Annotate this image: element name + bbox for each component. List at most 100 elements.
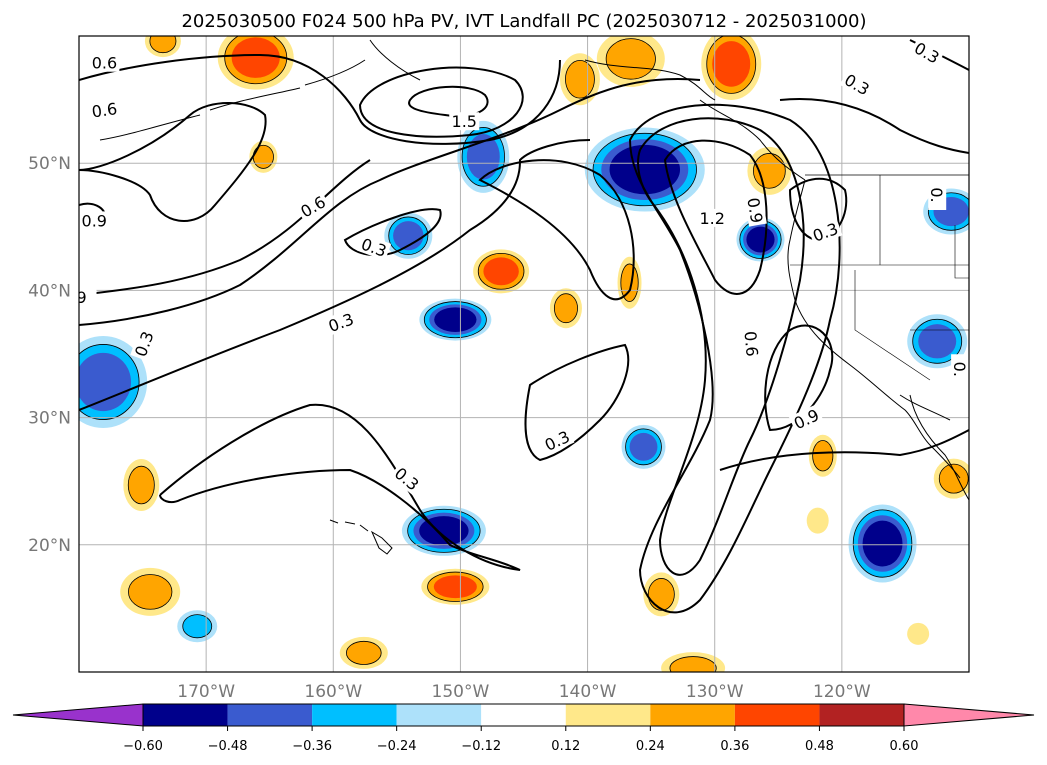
colorbar-segment (312, 704, 397, 726)
y-tick-label: 20°N (28, 536, 71, 556)
colorbar-tick-label: 0.24 (636, 739, 665, 754)
colorbar-tick-label: −0.36 (292, 739, 332, 754)
colorbar-frame (142, 703, 905, 727)
contour-label: 0.3 (356, 233, 392, 261)
ivt-pc-blob (669, 656, 717, 672)
contour-label-bg (909, 37, 945, 68)
contour-label-bg (808, 218, 843, 246)
colorbar-segment (734, 704, 820, 726)
contour-label-text: 0.9 (743, 196, 766, 224)
pv-contour-1-5 (408, 85, 489, 118)
colorbar-segment (396, 704, 482, 726)
state-borders (790, 175, 969, 381)
contour-label-bg (741, 328, 762, 360)
ivt-pc-blob (182, 614, 213, 639)
contour-label: 0. (927, 180, 947, 210)
contour-label: 0. (950, 354, 969, 385)
contour-label-text: 0. (950, 362, 969, 377)
ivt-pc-blob (231, 37, 280, 78)
contour-label-bg (389, 462, 425, 496)
colorbar-segment (481, 704, 566, 726)
contour-label-text: 0. (927, 187, 946, 202)
contour-label-text: 9 (76, 288, 86, 307)
ivt-pc-blob (128, 574, 173, 610)
ivt-pc-shading (79, 36, 969, 672)
pv-contour-0-3-southeast (719, 429, 969, 471)
contour-label-bg (356, 233, 392, 261)
x-tick-label: 130°W (686, 682, 744, 702)
ivt-pc-blob (605, 38, 656, 80)
ivt-pc-blob (647, 578, 675, 611)
pv-contour-1-2-trough (663, 139, 768, 295)
contour-label-bg (839, 69, 875, 100)
longitude-tick-labels: 170°W 160°W 150°W 140°W 130°W 120°W (177, 682, 871, 702)
contour-label-bg (449, 112, 480, 131)
colorbar-tick-label: 0.36 (720, 739, 749, 754)
colorbar: −0.60 −0.48 −0.36 −0.24 −0.12 0.12 0.24 0.36 0.4… (12, 703, 1035, 754)
colorbar-segment (227, 704, 313, 726)
pv-contour-0-3-north-loop (788, 177, 848, 242)
ivt-pc-blob (862, 520, 903, 567)
colorbar-tick-label: −0.60 (123, 739, 163, 754)
pv-contour-0-3-east-finger (478, 159, 635, 301)
contour-label-bg (788, 404, 824, 434)
colorbar-extend-max (903, 703, 1035, 727)
coastline-hawaii (329, 519, 393, 555)
contour-label-bg (295, 191, 331, 222)
ivt-pc-blob (345, 640, 382, 665)
ivt-pc-blob (712, 41, 751, 87)
pv-contour-0-9-west (79, 159, 371, 296)
colorbar-tick-label: 0.12 (551, 739, 580, 754)
ivt-pc-blob (812, 440, 834, 472)
contour-label-bg (928, 180, 947, 210)
y-tick-label: 40°N (28, 281, 71, 301)
contour-label-text: 0.9 (82, 211, 107, 230)
contour-label-bg (697, 208, 728, 227)
ivt-pc-blob (434, 307, 477, 332)
contour-label: 1.2 (697, 208, 728, 228)
map-area: 0.60.61.50.9 0.60.30.390.30.30.31.2 0.90.6… (76, 35, 970, 673)
pv-contour-0-6-long (79, 78, 701, 326)
contour-label: 9 (76, 287, 97, 307)
contour-label-bg (79, 211, 110, 230)
chart-title: 2025030500 F024 500 hPa PV, IVT Landfall… (181, 11, 866, 32)
pv-contour-0-6-trough (628, 103, 841, 614)
ivt-pc-blob (127, 465, 155, 505)
ivt-pc-blob (149, 36, 177, 54)
colorbar-tick-label: −0.48 (208, 739, 248, 754)
contour-label-bg (79, 287, 97, 306)
ivt-pc-blob (483, 257, 519, 286)
y-tick-label: 30°N (28, 409, 71, 429)
coastline-north-america (787, 179, 961, 479)
contour-label-text: 0.6 (92, 54, 117, 73)
colorbar-tick-label: −0.12 (461, 739, 501, 754)
contour-label-bg (89, 53, 120, 72)
ivt-pc-blob (553, 293, 578, 324)
ivt-pc-blob (79, 352, 132, 412)
ivt-pc-blob (252, 144, 274, 169)
contour-label-text: 1.5 (452, 112, 477, 131)
ivt-pc-blob (629, 432, 658, 461)
ivt-pc-blob (907, 622, 930, 645)
contour-label: 0.9 (743, 193, 767, 227)
pv-contour-0-3-main (79, 139, 591, 411)
ivt-pc-blob (938, 463, 969, 494)
contour-label-bg (88, 98, 121, 121)
pv-contour-0-3-center (524, 343, 630, 462)
pv-contour-0-9-trough (637, 117, 805, 576)
ivt-pc-blob (806, 507, 829, 534)
contour-label-text: 0.6 (741, 330, 762, 357)
ivt-pc-blob (393, 221, 424, 251)
ivt-pc-blob (746, 226, 775, 253)
colorbar-segment (650, 704, 735, 726)
ivt-pc-blob (918, 324, 957, 359)
colorbar-tick-label: −0.24 (377, 739, 417, 754)
x-tick-label: 170°W (177, 682, 235, 702)
y-tick-label: 50°N (28, 154, 71, 174)
colorbar-segment (143, 704, 228, 726)
contour-label: 0.9 (79, 211, 110, 230)
contour-label-bg (323, 308, 359, 336)
pv-contour-0-6-mid (79, 102, 267, 222)
colorbar-extend-min (12, 703, 144, 727)
